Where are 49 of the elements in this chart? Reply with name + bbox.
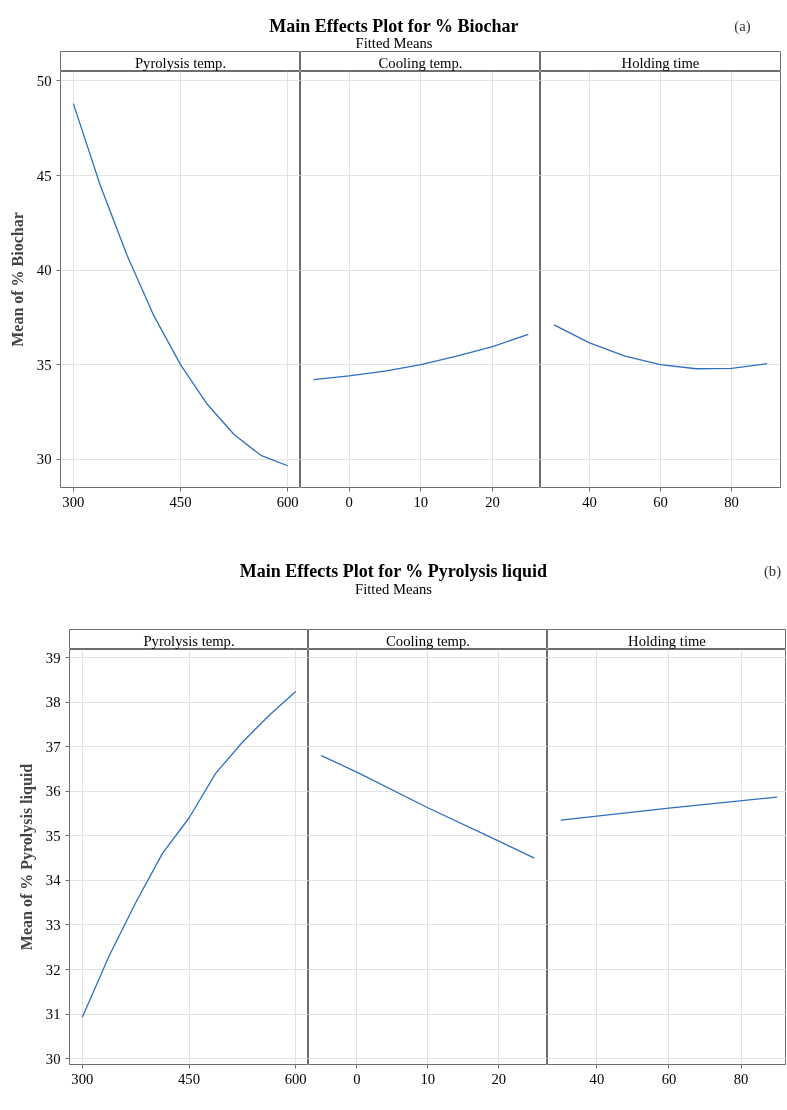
y-tick-label: 36 (45, 783, 61, 800)
x-tick-label: 80 (733, 1070, 749, 1087)
x-tick-label: 450 (178, 1070, 200, 1087)
x-tick-label: 600 (284, 1070, 307, 1087)
x-tick-label: 300 (71, 1070, 94, 1087)
x-tick-label: 20 (485, 493, 500, 510)
y-tick-label: 30 (45, 1050, 61, 1067)
x-tick-label: 80 (724, 493, 739, 510)
y-tick-label: 39 (45, 649, 61, 666)
x-tick-label: 300 (62, 493, 85, 510)
text: (b) (763, 562, 782, 580)
y-tick-label: 40 (36, 262, 52, 279)
x-axis-title: Holding time (628, 632, 706, 649)
line-series (72, 103, 289, 467)
x-axis-title: Pyrolysis temp. (134, 54, 227, 71)
y-tick-label: 32 (45, 961, 61, 978)
y-tick-label: 33 (45, 916, 61, 933)
y-axis-title: Mean of % Pyrolysis liquid (17, 763, 36, 951)
x-tick-label: 60 (661, 1070, 677, 1087)
y-tick-label: 35 (45, 827, 61, 844)
y-axis-title: Mean of % Biochar (8, 212, 26, 347)
x-tick-label: 10 (413, 493, 429, 510)
y-tick-label: 30 (36, 451, 52, 468)
x-tick-label: 40 (589, 1070, 605, 1087)
x-tick-label: 450 (169, 493, 192, 510)
x-axis-title: Cooling temp. (378, 54, 463, 71)
x-tick-label: 40 (582, 493, 597, 510)
y-tick-label: 50 (36, 72, 52, 89)
chart-title: Main Effects Plot for % Biochar (269, 15, 519, 36)
x-tick-label: 60 (653, 493, 668, 510)
x-tick-label: 20 (491, 1070, 507, 1087)
text: (a) (734, 17, 751, 35)
y-tick-label: 31 (45, 1006, 61, 1023)
x-tick-label: 0 (353, 1070, 361, 1087)
x-axis-title: Pyrolysis temp. (143, 632, 235, 649)
x-tick-label: 10 (420, 1070, 436, 1087)
x-axis-title: Holding time (621, 54, 700, 71)
x-axis-title: Cooling temp. (386, 632, 470, 649)
chart-title: Main Effects Plot for % Pyrolysis liquid (239, 560, 547, 581)
y-tick-label: 38 (45, 694, 61, 711)
y-tick-label: 35 (36, 356, 52, 373)
chart-subtitle: Fitted Means (355, 580, 433, 597)
chart-subtitle: Fitted Means (355, 34, 433, 51)
x-tick-label: 600 (276, 493, 299, 510)
y-tick-label: 34 (45, 872, 62, 889)
line-series (81, 690, 297, 1018)
y-tick-label: 45 (36, 167, 52, 184)
x-tick-label: 0 (345, 493, 353, 510)
y-tick-label: 37 (45, 738, 61, 755)
